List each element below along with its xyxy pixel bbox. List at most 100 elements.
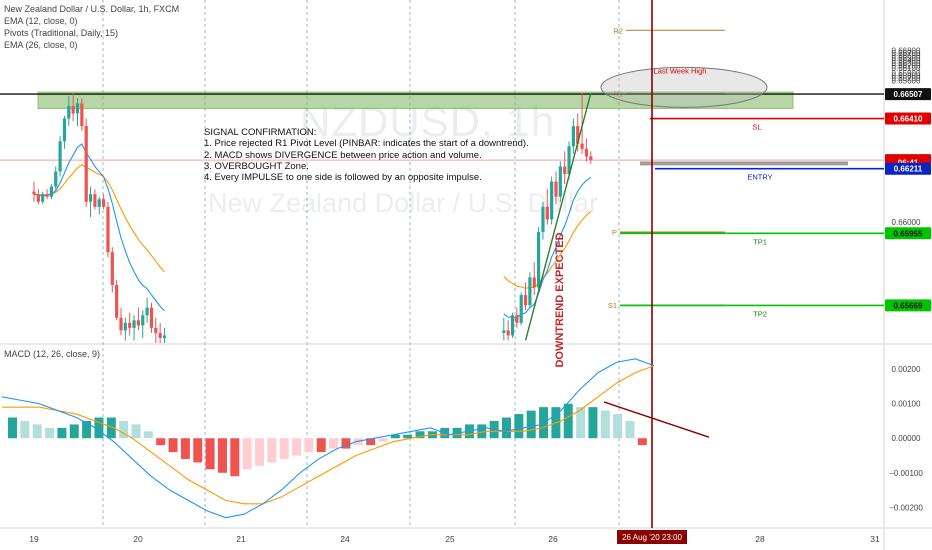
macd-histogram-bar bbox=[403, 434, 413, 439]
price-tick-label: 0.65800 bbox=[892, 72, 921, 81]
macd-histogram-bar bbox=[279, 438, 289, 459]
signal-note: SIGNAL CONFIRMATION: 1. Price rejected R… bbox=[204, 127, 529, 183]
price-tick-label: 0.66600 bbox=[892, 51, 921, 60]
price-tag-label: 0.65955 bbox=[894, 229, 923, 238]
macd-histogram-bar bbox=[230, 438, 240, 477]
highlight-ellipse bbox=[600, 66, 768, 108]
candle-body bbox=[506, 330, 510, 336]
resistance-zone bbox=[37, 91, 794, 109]
candle-body bbox=[523, 295, 528, 306]
macd-histogram-bar bbox=[20, 420, 30, 439]
macd-histogram-bar bbox=[341, 438, 351, 449]
macd-histogram-bar bbox=[242, 438, 252, 470]
candle-body bbox=[545, 206, 549, 220]
candle-body bbox=[128, 322, 132, 328]
macd-histogram-bar bbox=[69, 424, 79, 439]
time-tag-label: 26 Aug '20 23:00 bbox=[622, 533, 682, 542]
candle-body bbox=[119, 317, 123, 331]
note-line: 2. MACD shows DIVERGENCE between price a… bbox=[204, 149, 482, 161]
candle-body bbox=[563, 166, 567, 175]
candle-body bbox=[106, 206, 110, 253]
uptrend-line bbox=[524, 93, 592, 341]
price-tick-label: 0.65600 bbox=[892, 77, 921, 86]
macd-histogram-bar bbox=[32, 424, 42, 439]
macd-histogram-bar bbox=[514, 414, 524, 439]
macd-histogram-bar bbox=[193, 438, 203, 463]
legend-macd[interactable]: MACD (12, 26, close, 9) bbox=[4, 349, 101, 359]
price-tick-label: 0.65900 bbox=[892, 69, 921, 78]
macd-line bbox=[1, 358, 655, 519]
legend: New Zealand Dollar / U.S. Dollar, 1h, FX… bbox=[4, 3, 179, 51]
ema26-line bbox=[503, 210, 592, 289]
price-tag-label: 0.65669 bbox=[894, 301, 923, 310]
macd-histogram-bar bbox=[119, 420, 129, 439]
macd-tick-label: 0.00000 bbox=[892, 434, 921, 443]
candle-body bbox=[580, 143, 584, 149]
time-tick-label: 19 bbox=[29, 534, 39, 544]
macd-tick-label: 0.00200 bbox=[892, 365, 921, 374]
level-label: ENTRY bbox=[747, 173, 772, 182]
macd-histogram-bar bbox=[600, 410, 610, 439]
price-tick-label: 0.66000 bbox=[892, 218, 921, 227]
macd-histogram-bar bbox=[477, 424, 487, 439]
note-line: 1. Price rejected R1 Pivot Level (PINBAR… bbox=[204, 138, 529, 150]
level-label: TP1 bbox=[753, 237, 767, 246]
price-tick-label: 0.66100 bbox=[892, 64, 921, 73]
candle-body bbox=[584, 148, 589, 157]
macd-histogram-bar bbox=[613, 414, 623, 439]
price-tag bbox=[885, 112, 931, 125]
price-tick-label: 0.66500 bbox=[892, 54, 921, 63]
candle-body bbox=[49, 186, 53, 197]
legend-symbol[interactable]: New Zealand Dollar / U.S. Dollar, 1h, FX… bbox=[4, 4, 180, 14]
ema26-line bbox=[33, 164, 165, 273]
pivot-label: R2 bbox=[613, 26, 623, 35]
macd-histogram-bar bbox=[588, 407, 598, 439]
price-tag-label: 0.66211 bbox=[894, 165, 923, 174]
price-tick-label: 0.66200 bbox=[892, 62, 921, 71]
price-tick-label: 0.65700 bbox=[892, 74, 921, 83]
price-tick-label: 0.66700 bbox=[892, 49, 921, 58]
macd-histogram-bar bbox=[329, 438, 339, 449]
candle-body bbox=[45, 194, 49, 197]
price-tick-label: 0.66400 bbox=[892, 57, 921, 66]
candle-body bbox=[576, 126, 580, 144]
candle-body bbox=[528, 277, 532, 306]
macd-histogram-bar bbox=[526, 410, 536, 439]
time-tick-label: 24 bbox=[340, 534, 350, 544]
price-tag-label: 0.66410 bbox=[894, 115, 923, 124]
macd-histogram-bar bbox=[576, 407, 586, 439]
candle-body bbox=[158, 332, 162, 338]
macd-histogram-bar bbox=[563, 403, 573, 439]
time-tick-label: 25 bbox=[445, 534, 455, 544]
candle-body bbox=[510, 315, 515, 336]
pivot-label: S1 bbox=[608, 301, 617, 310]
candle-body bbox=[589, 156, 593, 161]
price-tag bbox=[885, 88, 931, 101]
candle-body bbox=[93, 194, 97, 207]
macd-histogram-bar bbox=[45, 427, 55, 439]
watermark-name: New Zealand Dollar / U.S. Dollar bbox=[208, 188, 599, 218]
price-tick-label: 0.66800 bbox=[892, 46, 921, 55]
time-tick-label: 31 bbox=[870, 534, 880, 544]
macd-histogram-bar bbox=[143, 431, 153, 439]
macd-histogram-bar bbox=[180, 438, 190, 459]
macd-histogram-bar bbox=[205, 438, 215, 470]
entry-zone-bar bbox=[640, 161, 848, 166]
candle-body bbox=[71, 105, 75, 114]
candle-body bbox=[532, 277, 536, 288]
time-tick-label: 20 bbox=[133, 534, 143, 544]
macd-histogram-bar bbox=[366, 438, 376, 446]
legend-ema26[interactable]: EMA (26, close, 0) bbox=[4, 40, 78, 50]
annotation-label: DOWNTREND EXPECTED bbox=[554, 232, 566, 367]
legend-ema12[interactable]: EMA (12, close, 0) bbox=[4, 16, 78, 26]
candle-body bbox=[537, 232, 541, 288]
pivot-label: P bbox=[612, 228, 617, 237]
candle-body bbox=[88, 194, 93, 202]
legend-pivots[interactable]: Pivots (Traditional, Daily, 15) bbox=[4, 28, 119, 38]
time-tag bbox=[617, 530, 687, 544]
time-tick-label: 26 bbox=[548, 534, 558, 544]
candle-body bbox=[541, 206, 545, 233]
candle-body bbox=[62, 118, 67, 142]
level-label: SL bbox=[752, 123, 761, 132]
time-tick-label: 21 bbox=[236, 534, 246, 544]
